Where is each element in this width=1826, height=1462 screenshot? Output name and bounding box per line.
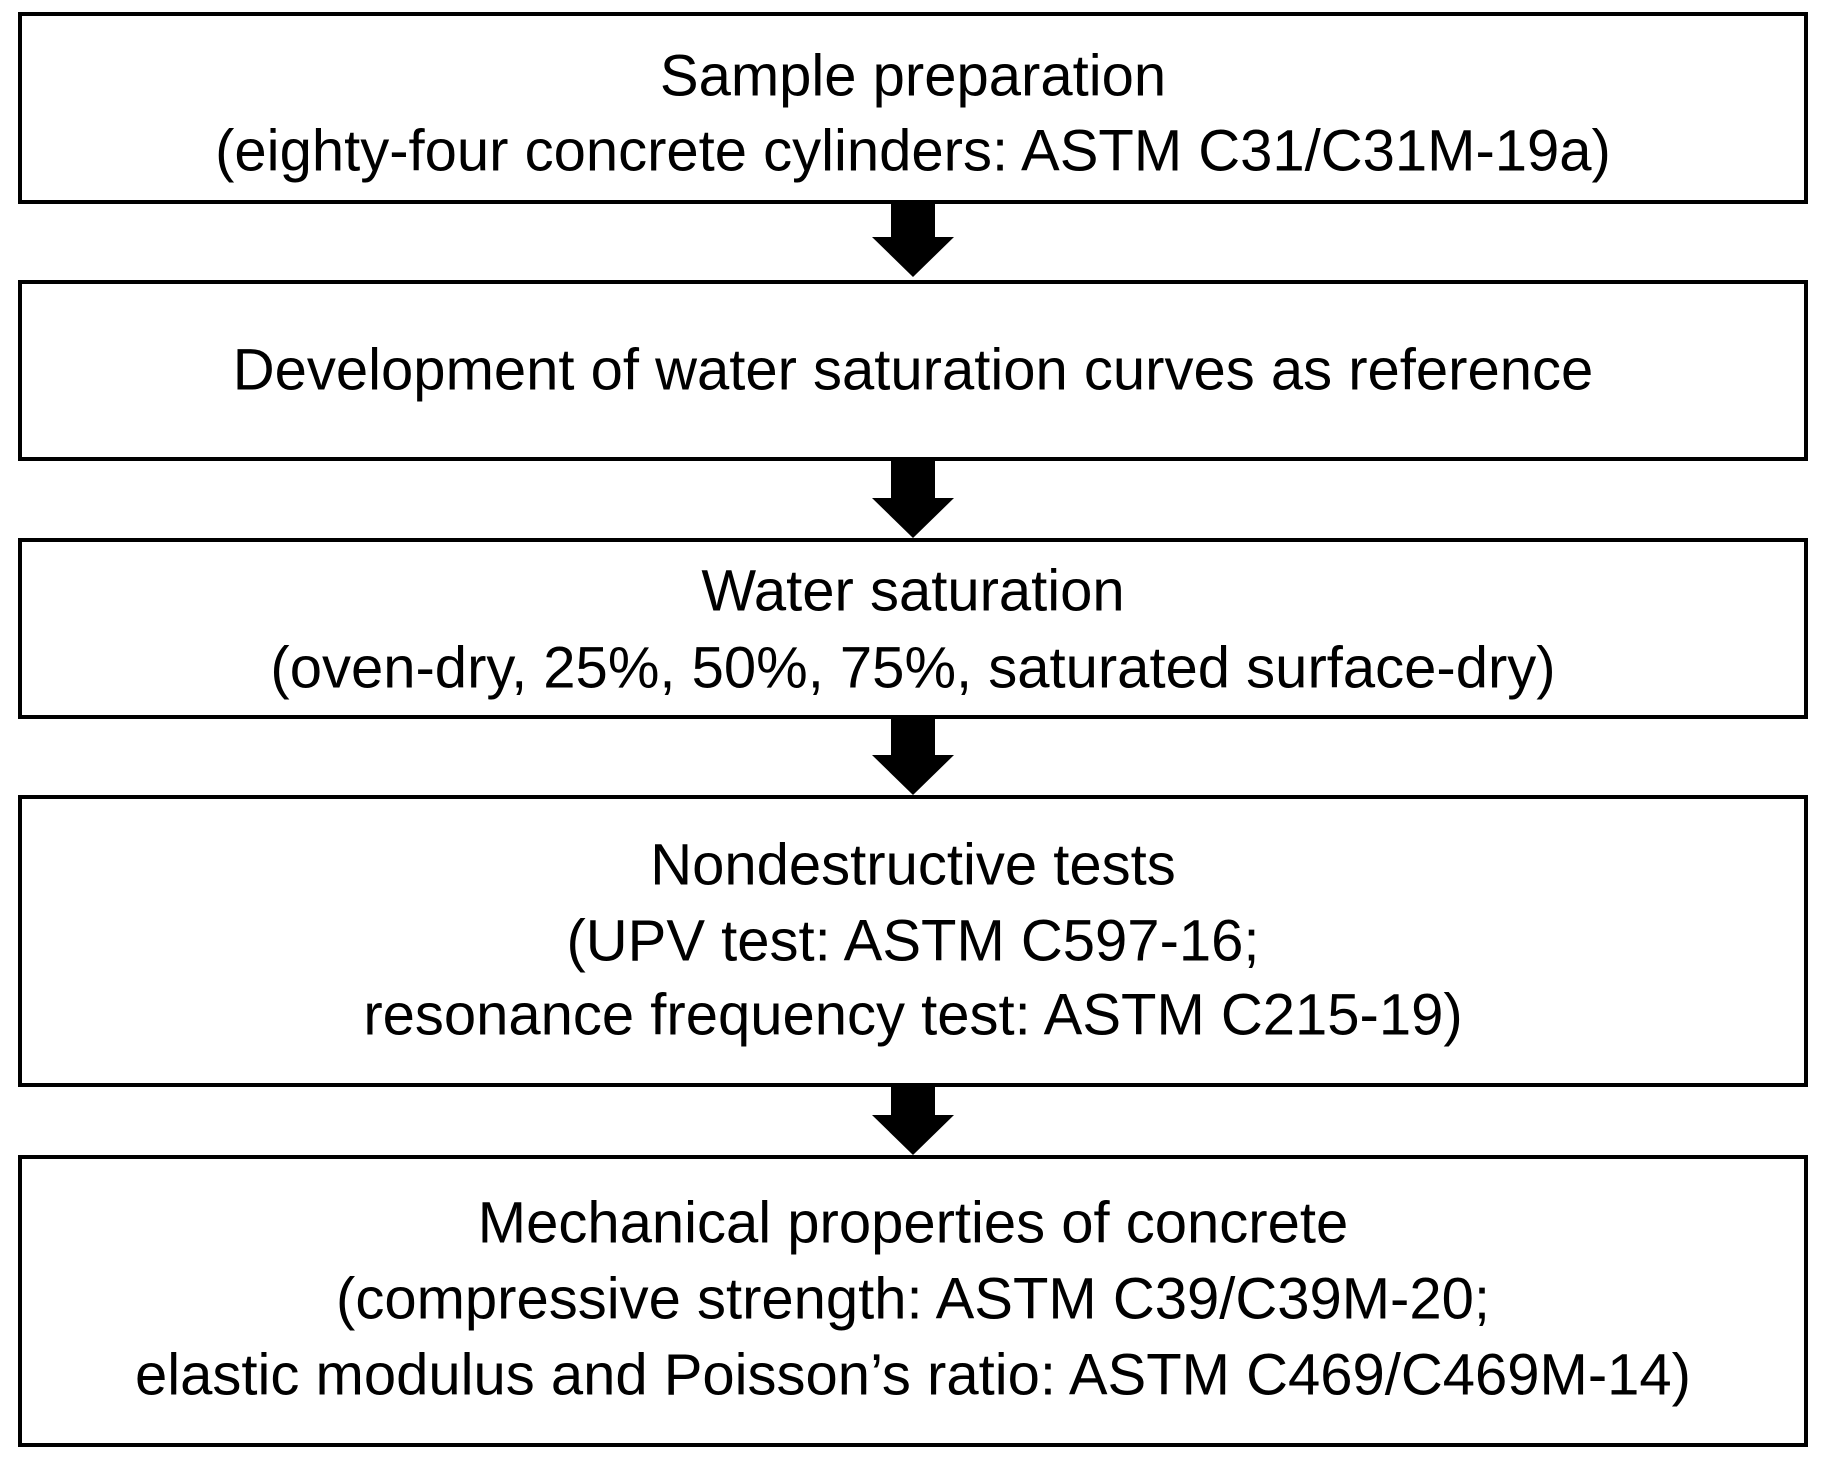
arrow xyxy=(872,461,954,538)
arrow xyxy=(872,719,954,795)
step-box xyxy=(18,280,1808,461)
step-text: (oven-dry, 25%, 50%, 75%, saturated surf… xyxy=(270,635,1555,700)
step-text: Development of water saturation curves a… xyxy=(233,337,1593,402)
step-text: (UPV test: ASTM C597-16; xyxy=(566,908,1259,973)
step-box xyxy=(18,538,1808,719)
step-text: resonance frequency test: ASTM C215-19) xyxy=(363,982,1462,1047)
step-text: Mechanical properties of concrete xyxy=(478,1190,1348,1255)
step-text: Nondestructive tests xyxy=(650,832,1175,897)
arrow xyxy=(872,204,954,277)
step-box xyxy=(18,1155,1808,1447)
step-text: elastic modulus and Poisson’s ratio: AST… xyxy=(135,1342,1691,1407)
step-box xyxy=(18,795,1808,1087)
step-text: (eighty-four concrete cylinders: ASTM C3… xyxy=(215,118,1611,183)
arrow xyxy=(872,1087,954,1155)
step-text: Sample preparation xyxy=(660,43,1166,108)
step-box xyxy=(18,12,1808,204)
step-text: Water saturation xyxy=(701,558,1124,623)
step-text: (compressive strength: ASTM C39/C39M-20; xyxy=(336,1266,1490,1331)
